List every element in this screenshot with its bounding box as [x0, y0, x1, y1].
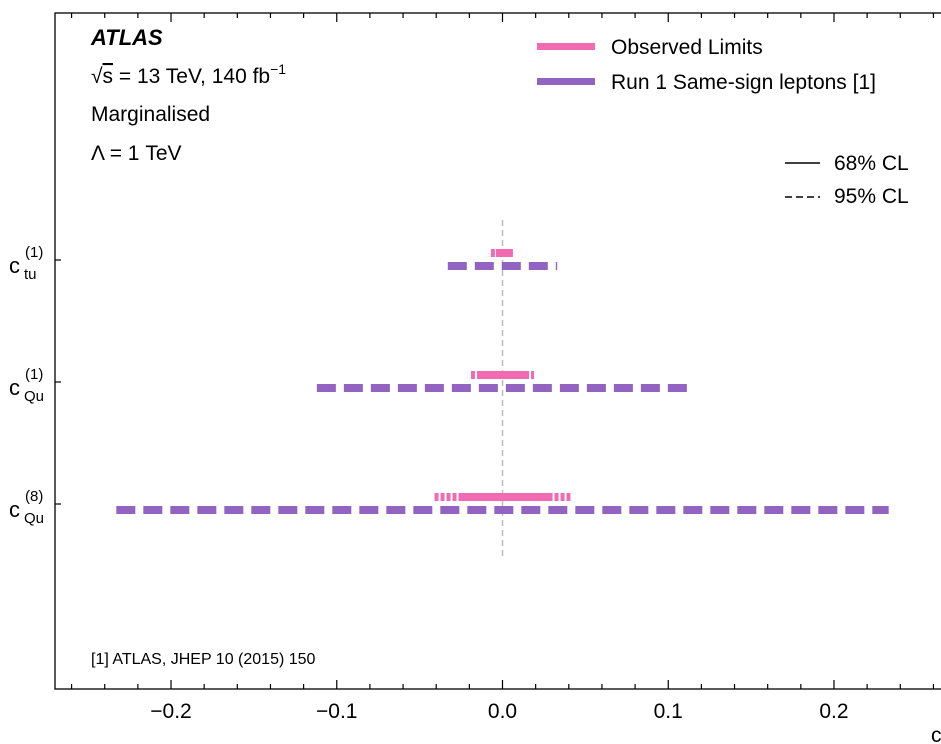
energy-text: = 13 TeV, 140 fb — [113, 65, 270, 88]
y-category-subscript: Qu — [24, 388, 44, 405]
cl-legend-label-68: 68% CL — [834, 152, 909, 175]
experiment-label: ATLAS — [90, 25, 163, 50]
energy-superscript: −1 — [270, 61, 286, 77]
legend-swatch-observed — [537, 43, 595, 50]
y-category-superscript: (1) — [25, 366, 43, 383]
footnote: [1] ATLAS, JHEP 10 (2015) 150 — [91, 651, 316, 668]
y-axis-labels: c tu(1)c Qu(1)c Qu(8) — [9, 244, 61, 527]
x-tick-label: 0.1 — [654, 700, 683, 723]
sqrt-arg: s — [103, 65, 114, 88]
cl-legend-label-95: 95% CL — [834, 185, 909, 208]
scale-label: Λ = 1 TeV — [91, 142, 182, 165]
mode-label: Marginalised — [91, 103, 210, 126]
y-category-subscript: tu — [24, 266, 37, 283]
x-tick-label: −0.1 — [316, 700, 357, 723]
legend: Observed Limits Run 1 Same-sign leptons … — [537, 36, 876, 94]
energy-label: √s = 13 TeV, 140 fb−1 — [91, 61, 286, 88]
x-axis-label: c — [931, 724, 941, 744]
interval-marks — [116, 249, 889, 514]
cl-legend: 68% CL 95% CL — [785, 152, 909, 208]
y-category-label: c — [9, 497, 20, 522]
x-tick-label: 0.2 — [819, 700, 848, 723]
x-axis-ticks: −0.2 −0.1 0.0 0.1 0.2 — [70, 13, 935, 723]
legend-label-observed: Observed Limits — [611, 36, 763, 59]
x-tick-label: 0.0 — [488, 700, 517, 723]
legend-swatch-run1 — [537, 78, 595, 85]
y-category-subscript: Qu — [24, 510, 44, 527]
y-category-superscript: (8) — [25, 488, 43, 505]
y-category-superscript: (1) — [25, 244, 43, 261]
y-category-label: c — [9, 375, 20, 400]
x-tick-label: −0.2 — [150, 700, 191, 723]
sqrt-symbol: √ — [91, 65, 103, 88]
y-category-label: c — [9, 253, 20, 278]
legend-label-run1: Run 1 Same-sign leptons [1] — [611, 71, 876, 94]
